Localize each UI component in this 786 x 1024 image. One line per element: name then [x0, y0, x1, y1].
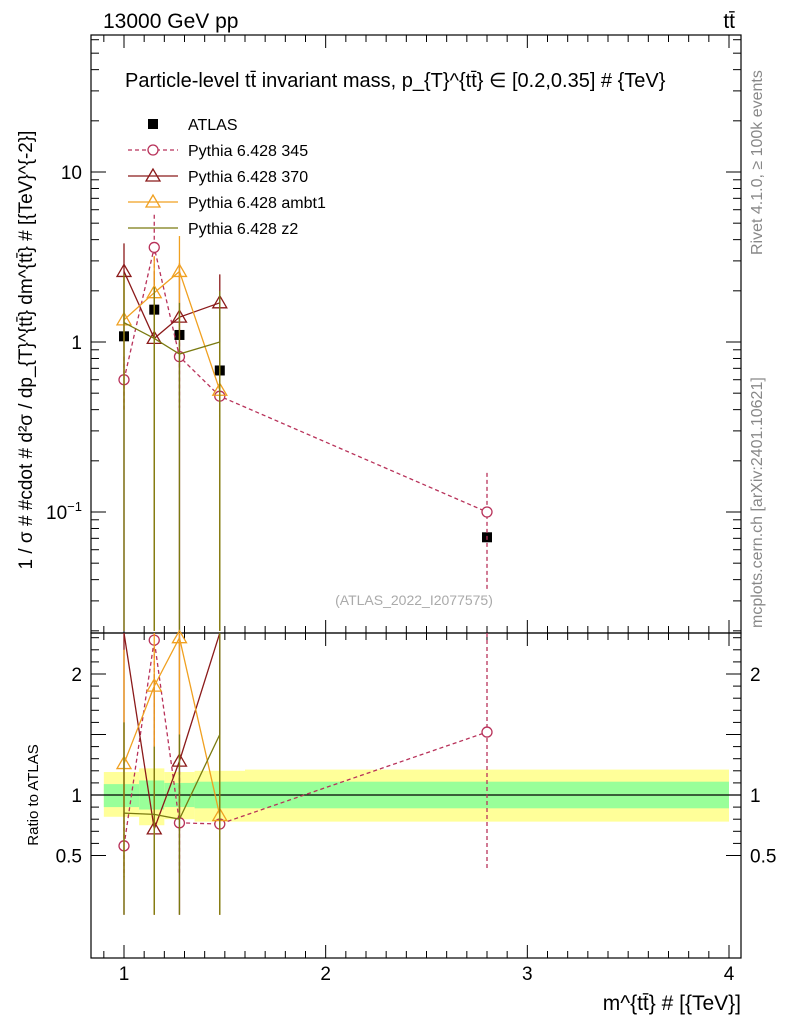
- ratio-line-pythia-6-428-ambt1: [123, 635, 221, 816]
- ratio-line-pythia-6-428-370: [123, 632, 221, 832]
- marker-pythia-6-428-345: [148, 241, 160, 254]
- chart-title: Particle-level tt̄ invariant mass, p_{T}…: [125, 70, 666, 92]
- legend-marker: [144, 193, 162, 208]
- ratio-series: [115, 629, 493, 915]
- series-line-pythia-6-428-345: [123, 247, 488, 513]
- ratio-axis-label: Ratio to ATLAS: [25, 744, 42, 845]
- legend-label: Pythia 6.428 345: [188, 143, 308, 160]
- axis-ticks: 1 2 3 4 10 1 10−1 2 2 1 1 0.5 0.5: [46, 35, 776, 985]
- ratio-line-pythia-6-428-z2: [123, 734, 221, 820]
- ratio-y-tick-label-right: 2: [750, 665, 761, 686]
- series-line-pythia-6-428-370: [123, 271, 221, 340]
- energy-label: 13000 GeV pp: [103, 10, 238, 33]
- analysis-watermark: (ATLAS_2022_I2077575): [335, 592, 493, 608]
- legend-label: Pythia 6.428 ambt1: [188, 195, 326, 212]
- x-tick-label: 4: [724, 964, 735, 985]
- band-inner: [103, 784, 140, 808]
- series-line-pythia-6-428-ambt1: [123, 270, 221, 391]
- x-axis-label: m^{tt̄} # [{TeV}]: [603, 992, 741, 1015]
- ratio-y-tick-label: 2: [71, 665, 82, 686]
- ratio-marker-pythia-6-428-ambt1: [146, 677, 163, 692]
- main-series: [115, 214, 493, 631]
- x-tick-label: 2: [320, 964, 331, 985]
- process-label: tt̄: [723, 10, 735, 33]
- mcplots-label: mcplots.cern.ch [arXiv:2401.10621]: [749, 377, 766, 628]
- legend: ATLAS Pythia 6.428 345 Pythia 6.428 370 Pyt…: [128, 117, 326, 238]
- ratio-marker-pythia-6-428-ambt1: [171, 629, 188, 644]
- ratio-bands: [103, 768, 729, 826]
- x-tick-label: 3: [522, 964, 533, 985]
- marker-pythia-6-428-345: [481, 506, 493, 518]
- ratio-y-tick-label-right: 1: [750, 786, 761, 807]
- ratio-y-tick-label: 1: [71, 786, 82, 807]
- ratio-y-tick-label-right: 0.5: [750, 847, 776, 868]
- y-axis-label: 1 / σ # #cdot # d²σ / dp_{T}^{tt̄} dm^{t…: [16, 131, 37, 570]
- legend-marker: [144, 167, 162, 182]
- ratio-y-tick-label: 0.5: [56, 847, 82, 868]
- y-tick-label: 10: [61, 163, 82, 184]
- legend-label: ATLAS: [188, 117, 238, 134]
- y-tick-label: 10−1: [46, 499, 82, 524]
- legend-label: Pythia 6.428 370: [188, 169, 308, 186]
- y-tick-label: 1: [71, 333, 82, 354]
- legend-label: Pythia 6.428 z2: [188, 221, 298, 238]
- legend-marker: [147, 144, 159, 156]
- x-tick-label: 1: [119, 964, 130, 985]
- ratio-marker-pythia-6-428-345: [481, 726, 493, 738]
- marker-pythia-6-428-ambt1: [171, 263, 188, 278]
- series-line-pythia-6-428-z2: [123, 322, 220, 355]
- legend-marker: [148, 119, 158, 129]
- rivet-label: Rivet 4.1.0, ≥ 100k events: [749, 70, 766, 255]
